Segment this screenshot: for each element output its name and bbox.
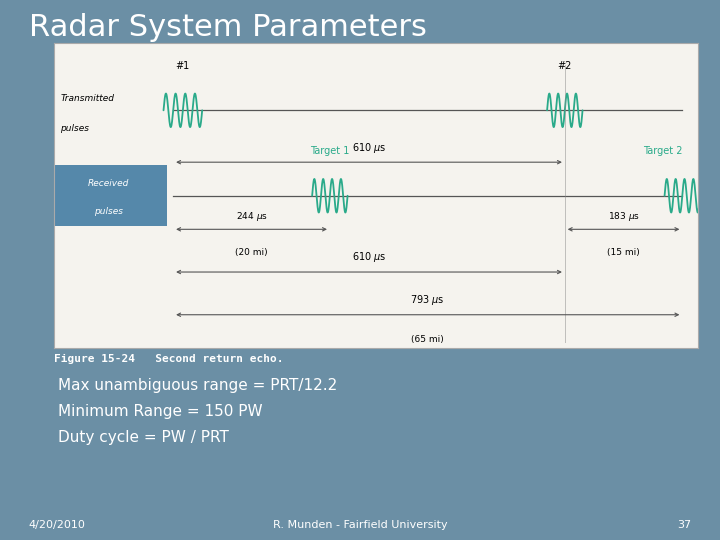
- Text: 244 $\mu$s: 244 $\mu$s: [235, 210, 268, 223]
- Text: (20 mi): (20 mi): [235, 248, 268, 256]
- Text: 793 $\mu$s: 793 $\mu$s: [410, 293, 445, 307]
- Text: Target 2: Target 2: [643, 146, 683, 156]
- Text: (65 mi): (65 mi): [411, 335, 444, 343]
- Text: 4/20/2010: 4/20/2010: [29, 520, 86, 530]
- Text: #1: #1: [176, 60, 190, 71]
- Text: Figure 15-24   Second return echo.: Figure 15-24 Second return echo.: [54, 354, 284, 364]
- Text: #2: #2: [557, 60, 572, 71]
- Text: (15 mi): (15 mi): [607, 248, 640, 256]
- Text: 610 $\mu$s: 610 $\mu$s: [352, 251, 387, 265]
- Text: 183 $\mu$s: 183 $\mu$s: [608, 210, 639, 223]
- Text: pulses: pulses: [60, 124, 89, 133]
- Text: 610 $\mu$s: 610 $\mu$s: [352, 140, 387, 154]
- Text: R. Munden - Fairfield University: R. Munden - Fairfield University: [273, 520, 447, 530]
- Text: Received: Received: [88, 179, 130, 188]
- Text: Minimum Range = 150 PW: Minimum Range = 150 PW: [58, 404, 262, 419]
- Text: Transmitted: Transmitted: [60, 93, 114, 103]
- Text: Duty cycle = PW / PRT: Duty cycle = PW / PRT: [58, 430, 228, 445]
- Text: Radar System Parameters: Radar System Parameters: [29, 14, 427, 43]
- Text: Target 1: Target 1: [310, 146, 349, 156]
- FancyBboxPatch shape: [51, 165, 167, 226]
- Text: Max unambiguous range = PRT/12.2: Max unambiguous range = PRT/12.2: [58, 378, 337, 393]
- Text: 37: 37: [677, 520, 691, 530]
- Text: pulses: pulses: [94, 206, 123, 215]
